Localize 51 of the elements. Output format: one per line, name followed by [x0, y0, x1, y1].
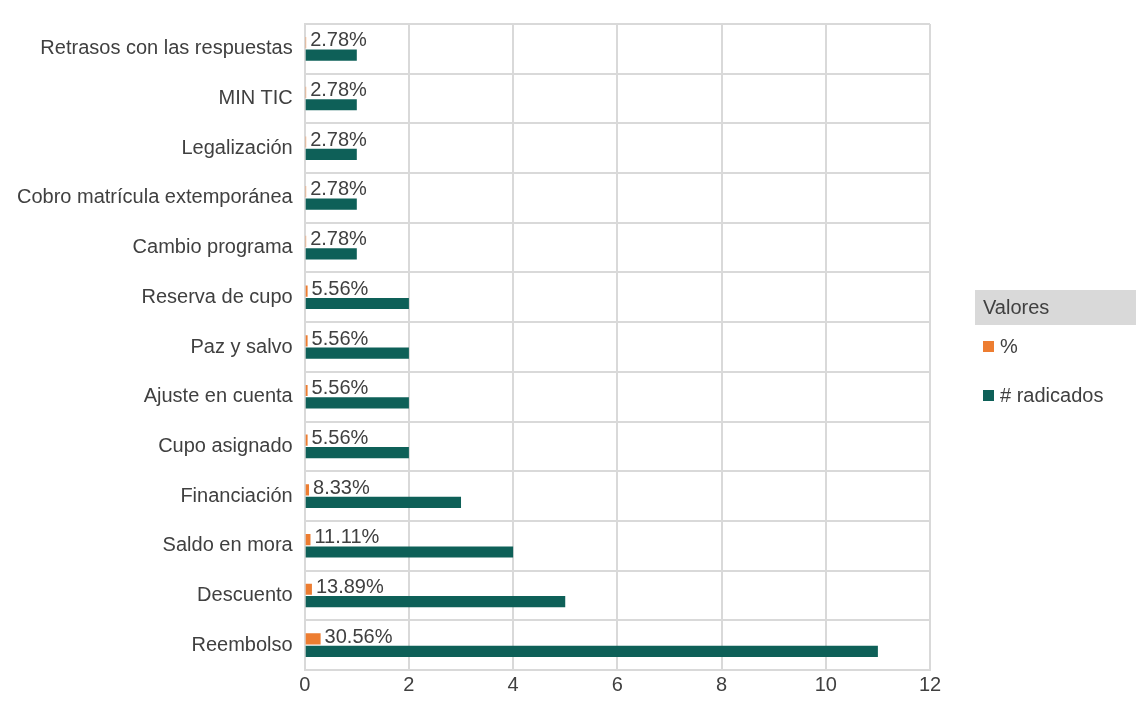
- data-label: 2.78%: [310, 227, 368, 250]
- y-tick-label: Paz y salvo: [190, 334, 293, 357]
- data-label: 2.78%: [310, 177, 368, 200]
- y-tick-label: Retrasos con las respuestas: [40, 36, 293, 59]
- bar: [305, 148, 357, 161]
- x-tick-label: 12: [918, 672, 942, 695]
- data-label: 30.56%: [324, 624, 393, 647]
- bar: [305, 546, 514, 558]
- bar: [305, 297, 409, 310]
- bar: [305, 633, 321, 645]
- y-tick-label: Reserva de cupo: [141, 284, 293, 307]
- bar: [305, 583, 312, 595]
- legend-label: # radicados: [1000, 384, 1104, 407]
- data-label: 2.78%: [310, 127, 368, 150]
- data-label: 5.56%: [311, 376, 369, 399]
- data-label: 8.33%: [313, 475, 370, 498]
- y-tick-label: Saldo en mora: [162, 533, 294, 556]
- data-label: 13.89%: [315, 574, 384, 597]
- x-tick-label: 0: [299, 672, 311, 695]
- x-tick-label: 4: [507, 672, 519, 695]
- bar: [305, 248, 357, 260]
- y-tick-label: Financiación: [180, 483, 293, 506]
- data-label: 11.11%: [314, 525, 380, 548]
- bar: [305, 447, 409, 459]
- y-tick-label: Cobro matrícula extemporánea: [16, 185, 294, 208]
- y-tick-label: MIN TIC: [218, 86, 293, 109]
- bar: [305, 198, 357, 210]
- x-tick-label: 8: [716, 672, 728, 695]
- x-tick-label: 6: [611, 672, 623, 695]
- legend-title: Valores: [975, 290, 1136, 325]
- bar: [305, 49, 357, 61]
- bar: [305, 596, 566, 608]
- x-tick-label: 2: [403, 672, 415, 695]
- y-tick-label: Cupo asignado: [158, 433, 293, 456]
- bar: [305, 99, 357, 111]
- data-label: 5.56%: [311, 326, 369, 349]
- bar: [305, 397, 409, 409]
- y-tick-label: Reembolso: [191, 632, 293, 655]
- y-tick-label: Legalización: [181, 135, 293, 158]
- legend-label: %: [1000, 335, 1018, 358]
- y-tick-label: Cambio programa: [132, 235, 294, 258]
- y-tick-label: Descuento: [197, 582, 293, 605]
- data-label: 2.78%: [310, 78, 368, 101]
- bar: [305, 645, 878, 657]
- data-label: 5.56%: [311, 276, 369, 299]
- y-tick-label: Ajuste en cuenta: [143, 384, 294, 407]
- data-label: 5.56%: [311, 425, 369, 448]
- bar: [305, 496, 462, 508]
- data-label: 2.78%: [310, 28, 368, 51]
- x-tick-label: 10: [814, 672, 837, 695]
- bar: [305, 347, 409, 359]
